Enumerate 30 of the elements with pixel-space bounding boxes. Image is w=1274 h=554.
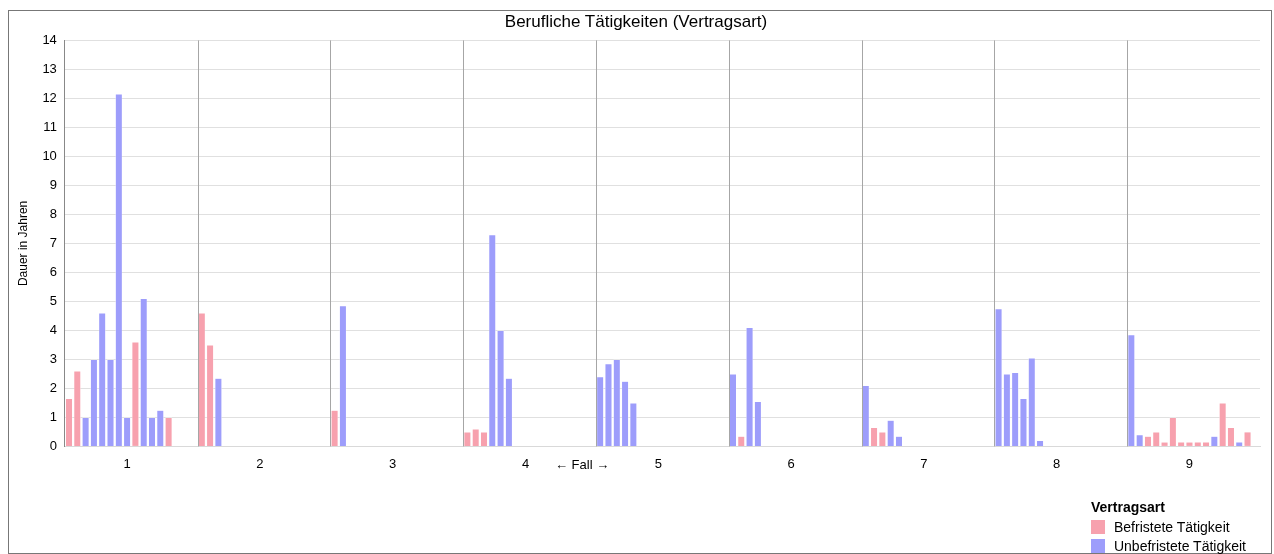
y-tick-label: 1: [49, 408, 57, 424]
x-tick-label: 1: [123, 455, 131, 471]
y-tick-label: 2: [49, 379, 57, 395]
y-tick-label: 9: [49, 176, 57, 192]
y-tick-label: 13: [42, 60, 57, 76]
y-tick-label: 6: [49, 263, 57, 279]
x-tick-label: 2: [256, 455, 264, 471]
y-tick-label: 14: [42, 31, 57, 47]
legend-label: Befristete Tätigkeit: [1113, 519, 1230, 535]
legend-label: Unbefristete Tätigkeit: [1113, 538, 1246, 554]
x-tick-label: 9: [1185, 455, 1194, 471]
x-tick-label: 5: [654, 455, 662, 471]
x-tick-label: 7: [920, 455, 928, 471]
y-tick-label: 10: [42, 147, 57, 163]
y-tick-label: 0: [49, 437, 57, 453]
y-tick-label: 7: [49, 234, 57, 250]
x-tick-label: 6: [787, 455, 795, 471]
x-tick-label: 4: [521, 455, 530, 471]
x-axis-title: ← Fall →: [554, 456, 610, 472]
y-tick-label: 5: [49, 292, 57, 308]
x-tick-label: 8: [1053, 455, 1061, 471]
y-tick-label: 11: [43, 118, 57, 134]
y-axis-title: Dauer in Jahren: [15, 200, 30, 287]
y-tick-label: 12: [42, 89, 57, 105]
chart-title: Berufliche Tätigkeiten (Vertragsart): [504, 11, 768, 31]
y-tick-label: 4: [49, 321, 57, 337]
y-tick-label: 3: [49, 350, 57, 366]
legend-title: Vertragsart: [1090, 499, 1166, 515]
y-tick-label: 8: [49, 205, 57, 221]
x-tick-label: 3: [389, 455, 397, 471]
